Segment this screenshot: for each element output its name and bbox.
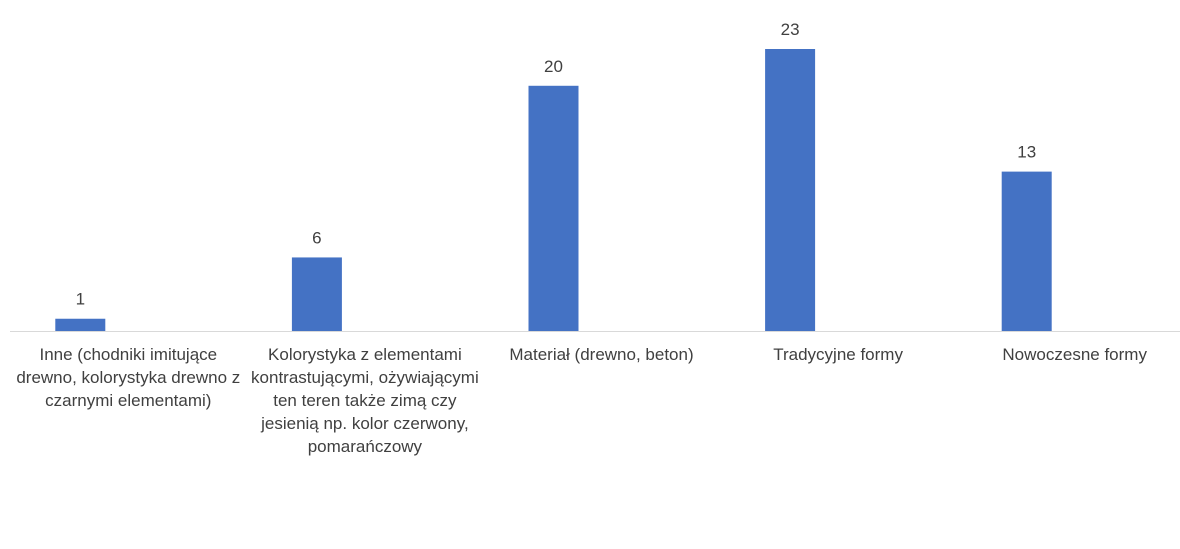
bar bbox=[765, 49, 816, 331]
data-label: 13 bbox=[1017, 143, 1036, 162]
data-label: 20 bbox=[544, 57, 563, 76]
data-label: 1 bbox=[76, 290, 85, 309]
x-tick-label: Materiał (drewno, beton) bbox=[509, 345, 694, 364]
bar bbox=[528, 85, 579, 331]
x-tick-label: Tradycyjne formy bbox=[773, 345, 903, 364]
bar bbox=[291, 257, 342, 331]
bar bbox=[1001, 171, 1052, 331]
data-label: 23 bbox=[781, 20, 800, 39]
x-tick-label: Nowoczesne formy bbox=[1002, 345, 1147, 364]
data-label: 6 bbox=[312, 228, 321, 247]
x-tick-label: Inne (chodniki imitujące drewno, kolorys… bbox=[16, 345, 241, 410]
bar bbox=[55, 318, 106, 331]
x-tick-label: Kolorystyka z elementami kontrastującymi… bbox=[251, 345, 479, 456]
